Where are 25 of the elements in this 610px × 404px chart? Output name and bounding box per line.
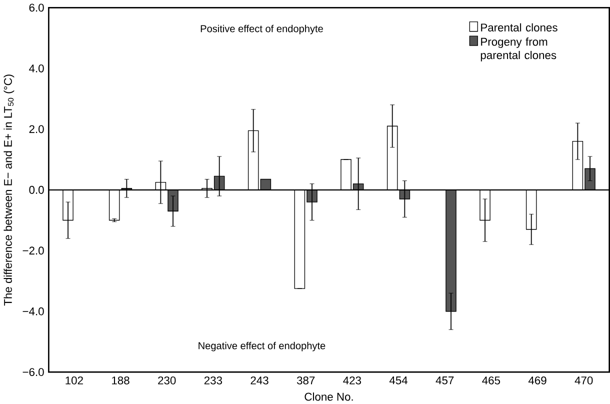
y-tick-label: 6.0 <box>29 4 44 12</box>
legend-label: Progeny from parental clones <box>480 37 556 62</box>
x-tick-label: 423 <box>343 376 362 384</box>
annotation: Positive effect of endophyte <box>200 24 323 34</box>
y-tick-label: −6.0 <box>22 368 44 376</box>
x-tick-label: 454 <box>389 376 408 384</box>
annotation: Negative effect of endophyte <box>198 342 326 352</box>
x-tick-label: 469 <box>528 376 546 384</box>
x-tick-label: 233 <box>204 376 222 384</box>
legend-label: Parental clones <box>481 23 558 32</box>
x-tick-label: 230 <box>158 376 176 384</box>
y-tick-label: −4.0 <box>22 307 44 316</box>
y-axis-title: The difference between E− and E+ in LT$_{50}$ (°C) <box>4 74 14 306</box>
y-tick-label: 4.0 <box>29 64 44 72</box>
x-axis-title: Clone No. <box>304 392 353 400</box>
y-tick-label: 2.0 <box>29 124 44 133</box>
y-tick-label: −2.0 <box>22 246 44 254</box>
x-tick-label: 465 <box>482 376 500 384</box>
x-tick-label: 457 <box>436 376 454 384</box>
x-tick-label: 102 <box>66 376 83 384</box>
y-tick-label: 0.0 <box>29 186 44 194</box>
x-tick-label: 470 <box>574 376 593 384</box>
x-tick-label: 188 <box>112 376 130 384</box>
x-tick-label: 243 <box>250 376 268 384</box>
x-tick-label: 387 <box>296 376 315 384</box>
